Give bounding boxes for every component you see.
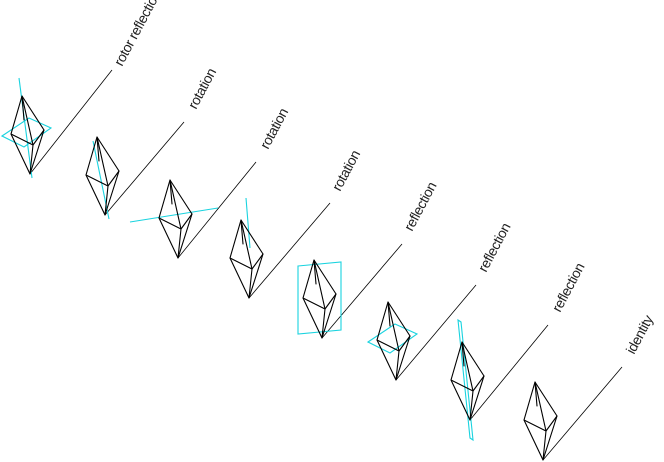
mirror-plane [366, 323, 419, 354]
front-lower-edge [248, 268, 253, 299]
front-upper-edge [534, 381, 547, 432]
operation-label: rotation [185, 65, 220, 111]
mirror-plane [457, 318, 474, 442]
operation-label: reflection [549, 260, 588, 314]
operation-5: reflection [297, 179, 440, 339]
equator-front-edge [302, 293, 337, 310]
back-upper-edge [534, 381, 538, 407]
operation-8: identity [523, 312, 657, 461]
equator-front-edge [523, 415, 558, 432]
operation-label: rotation [257, 105, 292, 151]
mirror-plane [297, 261, 342, 335]
operation-label: reflection [475, 220, 514, 274]
front-lower-edge [177, 228, 182, 259]
operation-3: rotation [129, 105, 292, 259]
front-lower-edge [395, 350, 400, 381]
front-lower-edge [542, 430, 547, 461]
back-upper-edge [461, 341, 465, 367]
label-leader-line [542, 366, 623, 461]
rotation-axis [129, 207, 219, 223]
bipyramid-outline [376, 301, 411, 381]
front-lower-edge [321, 308, 326, 339]
bipyramid-outline [229, 219, 264, 299]
operation-label: reflection [401, 179, 440, 233]
mirror-plane [0, 117, 53, 148]
front-lower-edge [469, 390, 474, 421]
operation-7: reflection [450, 260, 588, 442]
front-upper-edge [21, 95, 34, 146]
front-upper-edge [461, 341, 474, 392]
operation-label: rotation [329, 147, 364, 193]
front-upper-edge [169, 179, 182, 230]
rotation-axis [245, 197, 251, 249]
label-leader-line [395, 284, 477, 381]
rotation-axis [18, 77, 33, 179]
back-upper-edge [313, 259, 317, 285]
operation-2: rotation [85, 65, 220, 220]
label-leader-line [177, 161, 257, 259]
operation-6: reflection [366, 220, 514, 381]
back-upper-edge [387, 301, 391, 327]
front-upper-edge [240, 219, 253, 270]
equator-front-edge [229, 253, 264, 270]
label-leader-line [248, 202, 331, 299]
operation-label: rotor reflection [111, 0, 164, 68]
bipyramid-outline [523, 381, 558, 461]
bipyramid-outline [85, 136, 120, 216]
front-upper-edge [387, 301, 400, 352]
front-upper-edge [96, 136, 109, 187]
equator-front-edge [85, 170, 120, 187]
label-leader-line [29, 69, 113, 175]
front-lower-edge [29, 144, 34, 175]
operation-1: rotor reflection [0, 0, 164, 179]
back-upper-edge [240, 219, 244, 245]
back-upper-edge [96, 136, 100, 162]
bipyramid-outline [302, 259, 337, 339]
back-upper-edge [169, 179, 173, 205]
operation-label: identity [623, 312, 657, 356]
label-leader-line [469, 324, 549, 421]
back-upper-edge [21, 95, 25, 121]
label-leader-line [321, 243, 403, 339]
label-leader-line [104, 121, 185, 216]
front-upper-edge [313, 259, 326, 310]
front-lower-edge [104, 185, 109, 216]
